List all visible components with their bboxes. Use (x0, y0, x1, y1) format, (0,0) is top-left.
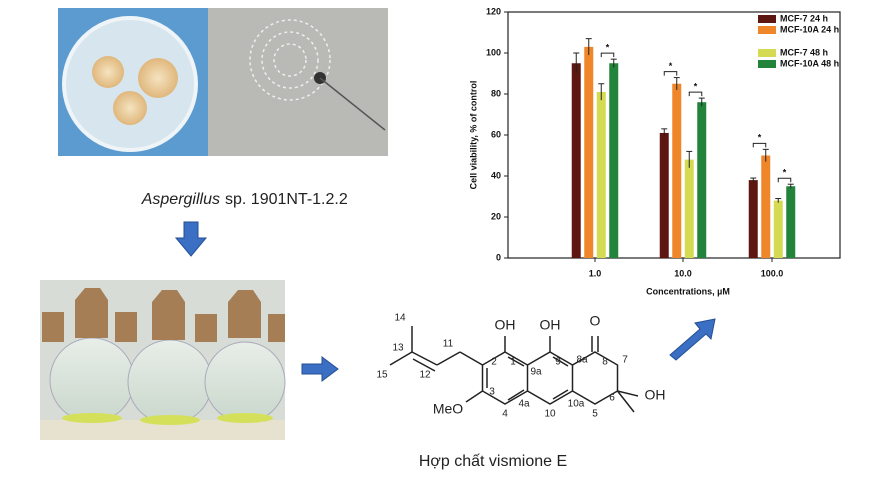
atom-number: 1 (510, 357, 516, 368)
organism-genus: Aspergillus (141, 191, 220, 208)
significance-bracket (688, 91, 703, 97)
error-bar (673, 77, 680, 90)
bar (748, 180, 758, 258)
atom-label: OH (645, 387, 666, 403)
significance-bracket (777, 177, 792, 183)
significance-bracket (752, 142, 767, 148)
atom-number: 9a (530, 367, 542, 378)
arrow-down (174, 221, 208, 257)
atom-number: 10a (568, 399, 585, 410)
error-bar (775, 198, 782, 203)
atom-label: O (590, 313, 601, 329)
atom-label: OH (540, 317, 561, 333)
bar (761, 155, 771, 258)
error-bar (698, 97, 705, 107)
atom-number: 15 (376, 370, 388, 381)
compound-caption: Hợp chất vismione E (419, 453, 567, 470)
significance-mark: * (783, 168, 787, 178)
bar (571, 63, 581, 258)
error-bar (686, 150, 693, 168)
atom-label: OH (495, 317, 516, 333)
atom-number: 4a (518, 399, 530, 410)
y-axis-label: Cell viability, % of control (468, 81, 478, 190)
atom-number: 6 (609, 393, 615, 404)
flasks-photo (40, 280, 286, 440)
legend-swatch (758, 26, 776, 34)
y-tick-label: 80 (491, 88, 501, 98)
bar (786, 186, 796, 258)
atom-number: 11 (443, 339, 454, 350)
y-tick-label: 120 (486, 6, 501, 16)
y-tick-label: 60 (491, 129, 501, 139)
error-bar (573, 52, 580, 74)
atom-number: 2 (491, 357, 497, 368)
x-tick-label: 10.0 (674, 268, 692, 278)
x-axis-label: Concentrations, µM (646, 286, 730, 296)
error-bar (610, 58, 617, 68)
error-bar (750, 177, 757, 183)
structure-bonds (389, 326, 639, 413)
x-tick-label: 1.0 (589, 268, 602, 278)
significance-mark: * (758, 133, 762, 143)
significance-mark: * (669, 61, 673, 71)
bar (609, 63, 619, 258)
atom-number: 8 (602, 357, 608, 368)
atom-number: 14 (394, 313, 406, 324)
arrow-diagonal (669, 318, 716, 361)
arrow-right (301, 356, 339, 382)
atom-number: 9 (555, 357, 561, 368)
legend-label: MCF-10A 48 h (780, 58, 839, 68)
y-tick-label: 100 (486, 47, 501, 57)
y-tick-label: 20 (491, 211, 501, 221)
petri-photo (58, 8, 208, 156)
error-bar (787, 183, 794, 189)
atom-number: 4 (502, 409, 508, 420)
y-tick-label: 40 (491, 170, 501, 180)
error-bar (661, 128, 668, 138)
atom-number: 7 (622, 355, 628, 366)
atom-number: 13 (392, 343, 404, 354)
y-tick-label: 0 (496, 252, 501, 262)
atom-label: MeO (433, 401, 463, 417)
atom-number: 3 (489, 387, 495, 398)
significance-bracket (663, 71, 678, 76)
legend-label: MCF-7 24 h (780, 13, 828, 23)
significance-mark: * (606, 43, 610, 53)
error-bar (598, 83, 605, 101)
atom-number: 8a (576, 355, 588, 366)
legend-swatch (758, 49, 776, 57)
significance-bracket (600, 52, 615, 58)
atom-number: 5 (592, 409, 598, 420)
organism-name: sp. 1901NT-1.2.2 (225, 191, 348, 208)
bar (584, 46, 594, 258)
error-bar (585, 38, 592, 56)
microscope-photo (208, 8, 388, 156)
legend-swatch (758, 15, 776, 23)
bar (697, 102, 707, 258)
bar (596, 91, 606, 258)
error-bar (762, 148, 769, 162)
atom-number: 10 (544, 409, 556, 420)
x-tick-label: 100.0 (761, 268, 784, 278)
atom-number: 12 (419, 370, 431, 381)
bar (659, 132, 669, 258)
bar (773, 200, 783, 258)
bar (672, 83, 682, 258)
legend-label: MCF-10A 24 h (780, 24, 839, 34)
significance-mark: * (694, 81, 698, 91)
legend-swatch (758, 60, 776, 68)
bar (684, 159, 694, 258)
legend-label: MCF-7 48 h (780, 47, 828, 57)
